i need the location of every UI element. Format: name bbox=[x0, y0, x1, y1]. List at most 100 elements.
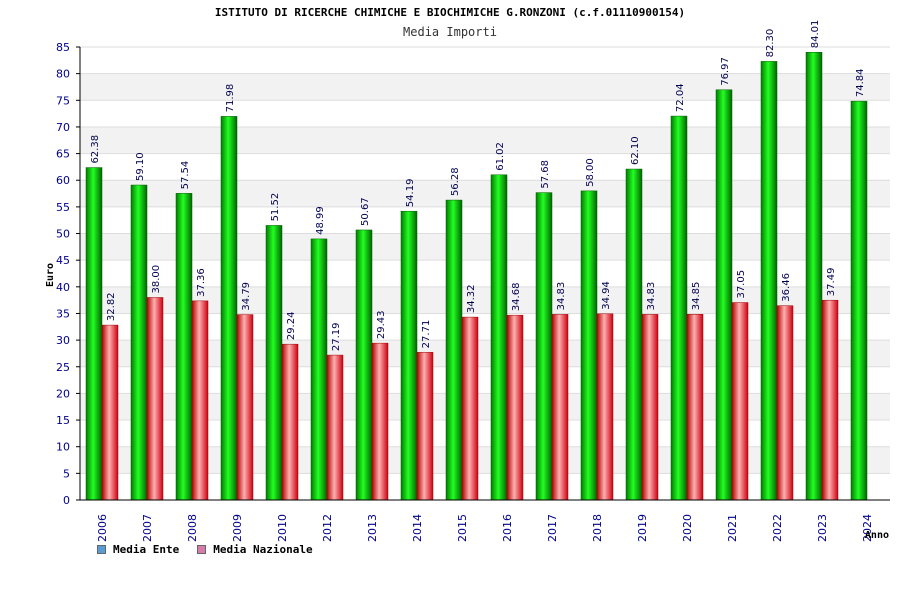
data-label: 38.00 bbox=[151, 265, 162, 294]
x-tick-label: 2016 bbox=[501, 514, 514, 542]
bar-media-ente-2015 bbox=[445, 199, 463, 501]
data-label: 71.98 bbox=[225, 84, 236, 113]
y-axis-title: Euro bbox=[45, 263, 56, 287]
bar-media-ente-2022 bbox=[760, 61, 778, 501]
x-tick-label: 2015 bbox=[456, 514, 469, 542]
axes: 0 5 10 15 20 25 30 35 40 45 50 55 60 65 70 75 80 85 2006 20… bbox=[45, 41, 890, 542]
data-label: 57.54 bbox=[180, 161, 191, 190]
bars bbox=[85, 52, 868, 501]
legend-item-media-nazionale: Media Nazionale bbox=[197, 543, 313, 556]
bar-media-ente-2012 bbox=[310, 238, 328, 501]
grid-band bbox=[80, 340, 890, 367]
y-tick-label: 70 bbox=[56, 121, 70, 134]
data-label: 84.01 bbox=[810, 20, 821, 49]
data-label: 62.10 bbox=[630, 136, 641, 165]
x-tick-label: 2014 bbox=[411, 514, 424, 542]
data-label: 82.30 bbox=[765, 29, 776, 58]
data-label: 54.19 bbox=[405, 179, 416, 208]
bar-media-ente-2009 bbox=[220, 116, 238, 501]
x-tick-label: 2024 bbox=[861, 514, 874, 542]
chart-title: ISTITUTO DI RICERCHE CHIMICHE E BIOCHIMI… bbox=[214, 6, 686, 19]
y-tick-label: 80 bbox=[56, 68, 70, 81]
bar-media-ente-2024 bbox=[850, 100, 868, 501]
grid-band bbox=[80, 446, 890, 474]
x-tick-label: 2009 bbox=[231, 514, 244, 542]
chart-subtitle: Media Importi bbox=[403, 25, 497, 39]
x-tick-label: 2023 bbox=[816, 514, 829, 542]
bar-media-nazionale-2009 bbox=[236, 314, 254, 501]
data-label: 34.68 bbox=[511, 283, 522, 312]
x-axis-title: Anno bbox=[865, 530, 889, 541]
y-tick-label: 0 bbox=[63, 494, 70, 507]
y-tick-label: 30 bbox=[56, 334, 70, 347]
grid-band bbox=[80, 180, 890, 207]
data-label: 34.79 bbox=[241, 282, 252, 311]
legend-swatch bbox=[97, 545, 106, 554]
data-label: 74.84 bbox=[855, 69, 866, 98]
bar-media-ente-2021 bbox=[715, 89, 733, 501]
data-label: 72.04 bbox=[675, 83, 686, 112]
bar-media-nazionale-2017 bbox=[551, 314, 569, 501]
bar-media-nazionale-2022 bbox=[776, 305, 794, 501]
bar-media-nazionale-2019 bbox=[641, 314, 659, 501]
data-label: 27.71 bbox=[421, 320, 432, 349]
bar-media-ente-2016 bbox=[490, 174, 508, 501]
bar-media-nazionale-2023 bbox=[821, 299, 839, 501]
data-label: 27.19 bbox=[331, 322, 342, 351]
legend-label: Media Nazionale bbox=[213, 543, 313, 556]
x-tick-label: 2018 bbox=[591, 514, 604, 542]
y-tick-label: 65 bbox=[56, 148, 70, 161]
x-tick-label: 2017 bbox=[546, 514, 559, 542]
data-label: 34.83 bbox=[556, 282, 567, 311]
data-label: 37.05 bbox=[736, 270, 747, 299]
data-label: 32.82 bbox=[106, 292, 117, 321]
bar-media-nazionale-2015 bbox=[461, 316, 479, 501]
x-tick-label: 2007 bbox=[141, 514, 154, 542]
data-label: 34.83 bbox=[646, 282, 657, 311]
bar-media-ente-2013 bbox=[355, 229, 373, 501]
bar-media-nazionale-2012 bbox=[326, 354, 344, 501]
y-tick-label: 60 bbox=[56, 174, 70, 187]
grid-band bbox=[80, 126, 890, 154]
x-tick-label: 2021 bbox=[726, 514, 739, 542]
data-label: 29.24 bbox=[286, 312, 297, 341]
x-tick-label: 2022 bbox=[771, 514, 784, 542]
bar-media-ente-2010 bbox=[265, 225, 283, 501]
bar-media-nazionale-2016 bbox=[506, 314, 524, 501]
bar-media-ente-2007 bbox=[130, 184, 148, 501]
data-label: 59.10 bbox=[135, 152, 146, 181]
data-label: 61.02 bbox=[495, 142, 506, 171]
bar-media-ente-2020 bbox=[670, 115, 688, 501]
bar-media-nazionale-2006 bbox=[101, 324, 119, 501]
data-label: 37.36 bbox=[196, 268, 207, 297]
bar-media-ente-2008 bbox=[175, 193, 193, 501]
data-label: 34.94 bbox=[601, 281, 612, 310]
y-tick-label: 35 bbox=[56, 307, 70, 320]
bar-media-ente-2018 bbox=[580, 190, 598, 501]
grid-band bbox=[80, 233, 890, 261]
y-tick-label: 55 bbox=[56, 201, 70, 214]
bar-media-ente-2019 bbox=[625, 168, 643, 501]
bar-media-nazionale-2008 bbox=[191, 300, 209, 501]
bar-media-ente-2006 bbox=[85, 167, 103, 501]
data-label: 34.32 bbox=[466, 284, 477, 313]
data-label: 58.00 bbox=[585, 158, 596, 187]
data-labels: 62.38 32.82 59.10 38.00 57.54 37.36 71.98 34.79… bbox=[90, 20, 866, 351]
data-label: 37.49 bbox=[826, 268, 837, 297]
legend-swatch bbox=[197, 545, 207, 554]
bar-media-ente-2023 bbox=[805, 52, 823, 501]
data-label: 56.28 bbox=[450, 167, 461, 196]
x-tick-label: 2012 bbox=[321, 514, 334, 542]
bar-media-ente-2017 bbox=[535, 192, 553, 501]
bar-media-ente-2014 bbox=[400, 210, 418, 501]
data-label: 62.38 bbox=[90, 135, 101, 164]
data-label: 29.43 bbox=[376, 311, 387, 340]
legend: Media Ente Media Nazionale bbox=[97, 543, 313, 556]
y-tick-label: 45 bbox=[56, 254, 70, 267]
data-label: 51.52 bbox=[270, 193, 281, 222]
bar-media-nazionale-2014 bbox=[416, 352, 434, 501]
y-tick-label: 20 bbox=[56, 387, 70, 400]
x-tick-label: 2019 bbox=[636, 514, 649, 542]
y-tick-label: 75 bbox=[56, 94, 70, 107]
